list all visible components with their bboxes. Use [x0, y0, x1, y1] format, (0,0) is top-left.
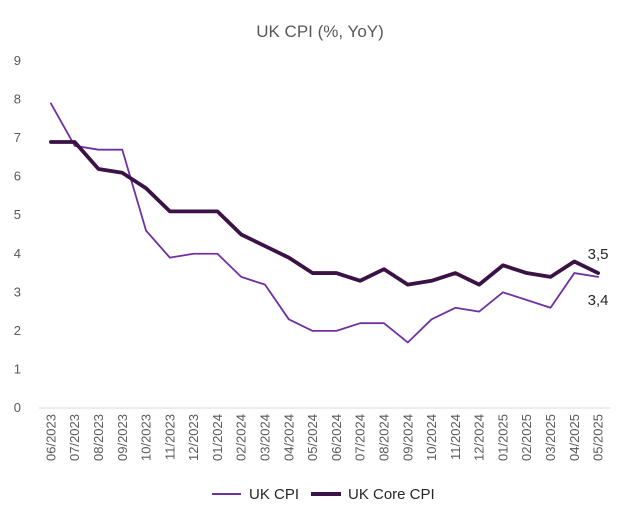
end-labels: 3,4 3,5: [588, 246, 609, 309]
x-tick-label: 10/2024: [424, 414, 439, 461]
y-tick-label: 1: [14, 361, 21, 376]
x-tick-label: 07/2023: [67, 414, 82, 461]
legend-label-uk-cpi: UK CPI: [249, 486, 299, 503]
y-tick-label: 2: [14, 323, 21, 338]
y-tick-label: 6: [14, 169, 21, 184]
x-tick-label: 11/2024: [448, 414, 463, 460]
legend: UK CPI UK Core CPI: [212, 486, 435, 503]
y-tick-label: 8: [14, 92, 21, 107]
x-tick-label: 08/2024: [376, 414, 391, 461]
y-tick-label: 9: [14, 53, 21, 68]
y-axis-ticks: 0 1 2 3 4 5 6 7 8 9: [14, 53, 21, 415]
x-tick-label: 01/2024: [210, 414, 225, 461]
x-tick-label: 03/2025: [543, 414, 558, 461]
y-tick-label: 3: [14, 284, 21, 299]
x-tick-label: 06/2023: [43, 414, 58, 461]
end-label-uk-cpi: 3,4: [588, 292, 609, 309]
x-tick-label: 11/2023: [162, 414, 177, 460]
x-tick-label: 02/2024: [234, 414, 249, 461]
x-tick-label: 09/2024: [400, 414, 415, 461]
x-tick-label: 04/2024: [281, 414, 296, 461]
x-tick-label: 01/2025: [495, 414, 510, 461]
series-layer: [49, 102, 600, 344]
x-tick-label: 05/2024: [305, 414, 320, 461]
x-tick-label: 09/2023: [115, 414, 130, 461]
y-tick-label: 0: [14, 400, 21, 415]
x-tick-label: 04/2025: [567, 414, 582, 461]
x-tick-label: 08/2023: [91, 414, 106, 461]
x-tick-label: 06/2024: [329, 414, 344, 461]
x-tick-label: 02/2025: [519, 414, 534, 461]
series-line-uk-core-cpi: [49, 140, 600, 287]
x-tick-label: 10/2023: [139, 414, 154, 461]
x-tick-label: 03/2024: [258, 414, 273, 461]
end-label-uk-core-cpi: 3,5: [588, 246, 609, 263]
x-tick-label: 07/2024: [353, 414, 368, 461]
x-tick-label: 05/2025: [591, 414, 606, 461]
x-tick-label: 12/2023: [186, 414, 201, 461]
y-tick-label: 4: [14, 246, 21, 261]
chart-title: UK CPI (%, YoY): [256, 22, 384, 41]
x-tick-label: 12/2024: [472, 414, 487, 461]
legend-label-uk-core-cpi: UK Core CPI: [348, 486, 435, 503]
series-line-uk-cpi: [50, 102, 599, 344]
y-tick-label: 7: [14, 130, 21, 145]
y-tick-label: 5: [14, 207, 21, 222]
x-axis-ticks: 06/2023 07/2023 08/2023 09/2023 10/2023 11/20…: [43, 414, 605, 461]
